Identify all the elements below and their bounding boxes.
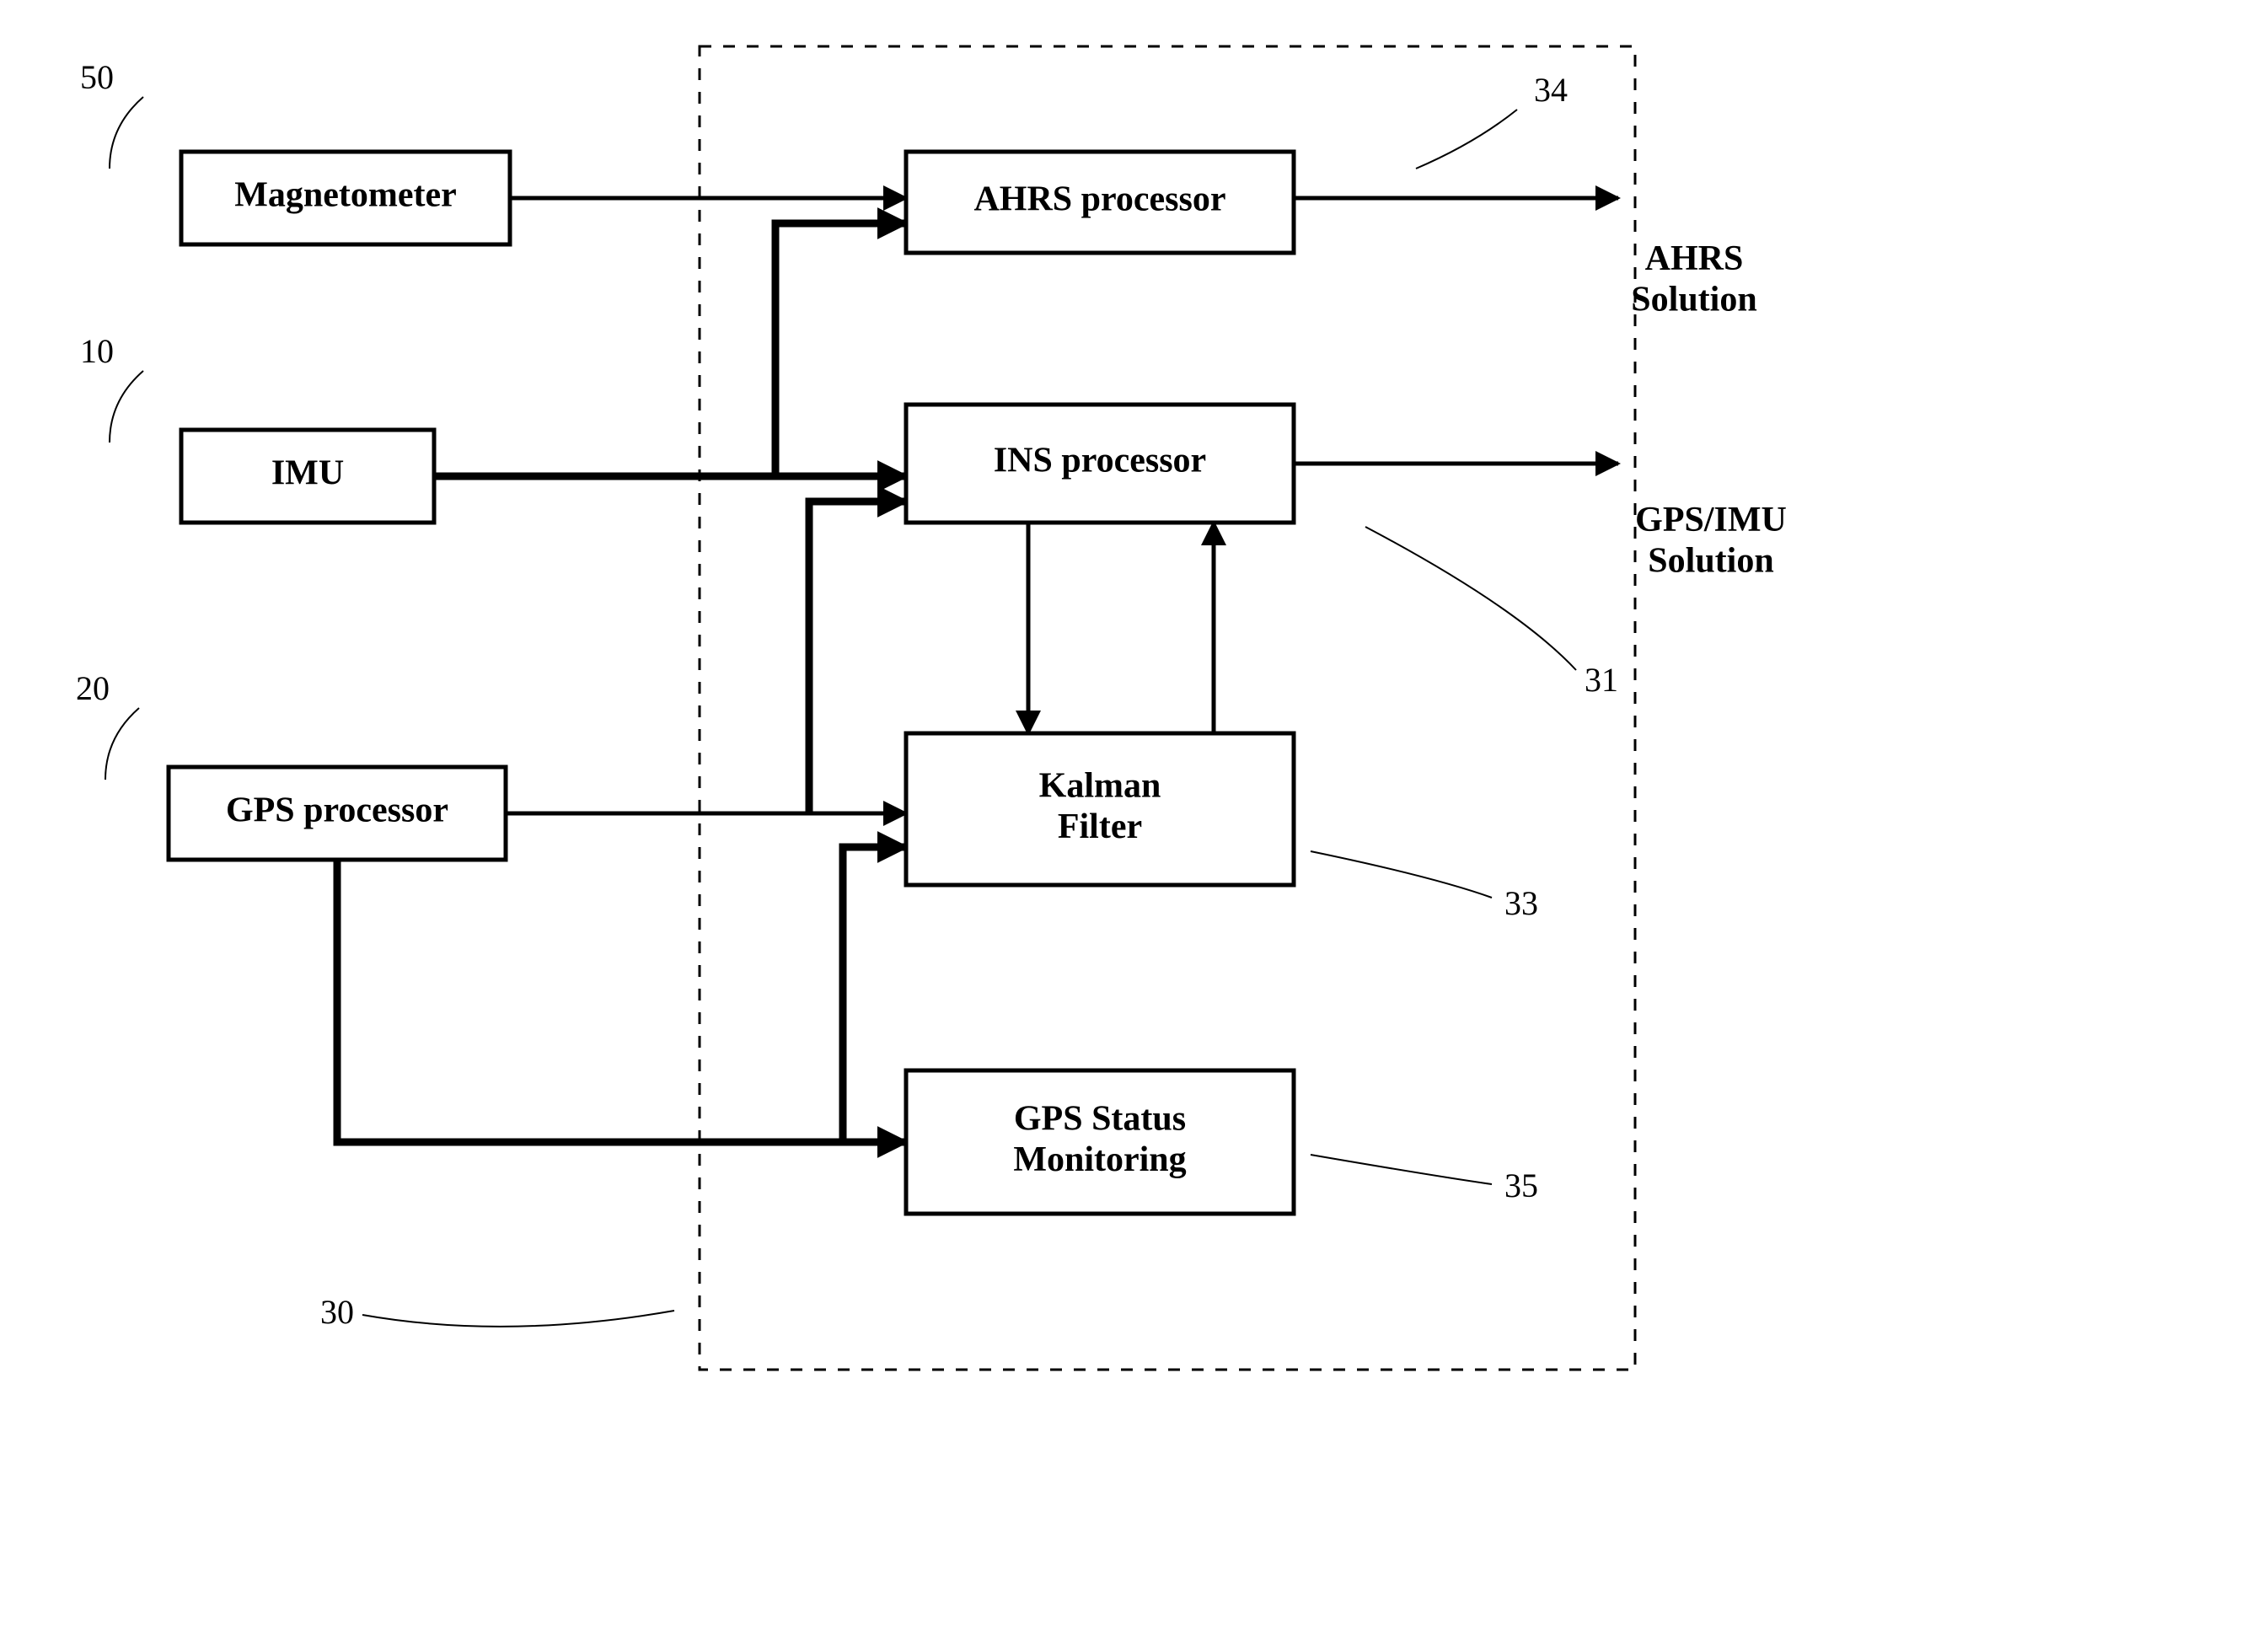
ins-output-line2: Solution <box>1648 541 1773 580</box>
leader-30 <box>362 1311 674 1327</box>
gps_status-label-0: GPS Status <box>1014 1099 1186 1138</box>
ref-33: 33 <box>1504 884 1538 922</box>
edges <box>337 198 1618 1142</box>
ref-20: 20 <box>76 669 110 707</box>
ref-50: 50 <box>80 58 114 96</box>
ref-34: 34 <box>1534 71 1568 109</box>
block-diagram: Magnetometer IMU GPS processor AHRS process… <box>0 0 2263 1652</box>
imu-label: IMU <box>271 454 344 493</box>
leader-31 <box>1365 527 1576 670</box>
leader-35 <box>1311 1155 1492 1184</box>
kalman-label-0: Kalman <box>1039 766 1161 805</box>
ref-10: 10 <box>80 332 114 370</box>
leader-33 <box>1311 851 1492 898</box>
gps_status-label-1: Monitoring <box>1013 1140 1186 1179</box>
leader-34 <box>1416 110 1517 169</box>
edge-gps_status_branch-kalman <box>843 847 906 1142</box>
ins-label: INS processor <box>994 442 1206 480</box>
ahrs-output-line1: AHRS <box>1645 239 1744 278</box>
ref-31: 31 <box>1585 661 1618 699</box>
edge-imu_branch-ahrs <box>775 223 906 476</box>
gps_processor-label: GPS processor <box>226 791 448 830</box>
leader-20 <box>105 708 139 780</box>
magnetometer-label: Magnetometer <box>234 176 457 215</box>
leader-50 <box>110 97 143 169</box>
kalman-label-1: Filter <box>1058 807 1142 846</box>
ref-35: 35 <box>1504 1167 1538 1204</box>
edge-gps_down-gps_status <box>337 860 906 1142</box>
ref-30: 30 <box>320 1293 354 1331</box>
leader-10 <box>110 371 143 442</box>
ahrs-output-line2: Solution <box>1631 280 1756 319</box>
ahrs-label: AHRS processor <box>973 180 1225 219</box>
edge-gps_branch_up-ins <box>809 502 906 813</box>
ins-output-line1: GPS/IMU <box>1635 501 1787 539</box>
